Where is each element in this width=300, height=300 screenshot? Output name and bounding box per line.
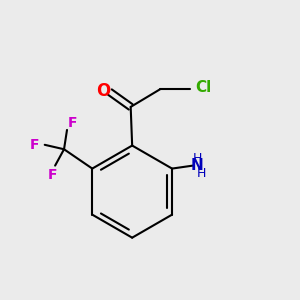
Text: Cl: Cl	[195, 80, 212, 95]
Text: H: H	[197, 167, 206, 179]
Text: F: F	[30, 138, 39, 152]
Text: F: F	[68, 116, 78, 130]
Text: H: H	[193, 152, 202, 165]
Text: O: O	[96, 82, 110, 100]
Text: F: F	[47, 167, 57, 182]
Text: N: N	[191, 158, 204, 173]
